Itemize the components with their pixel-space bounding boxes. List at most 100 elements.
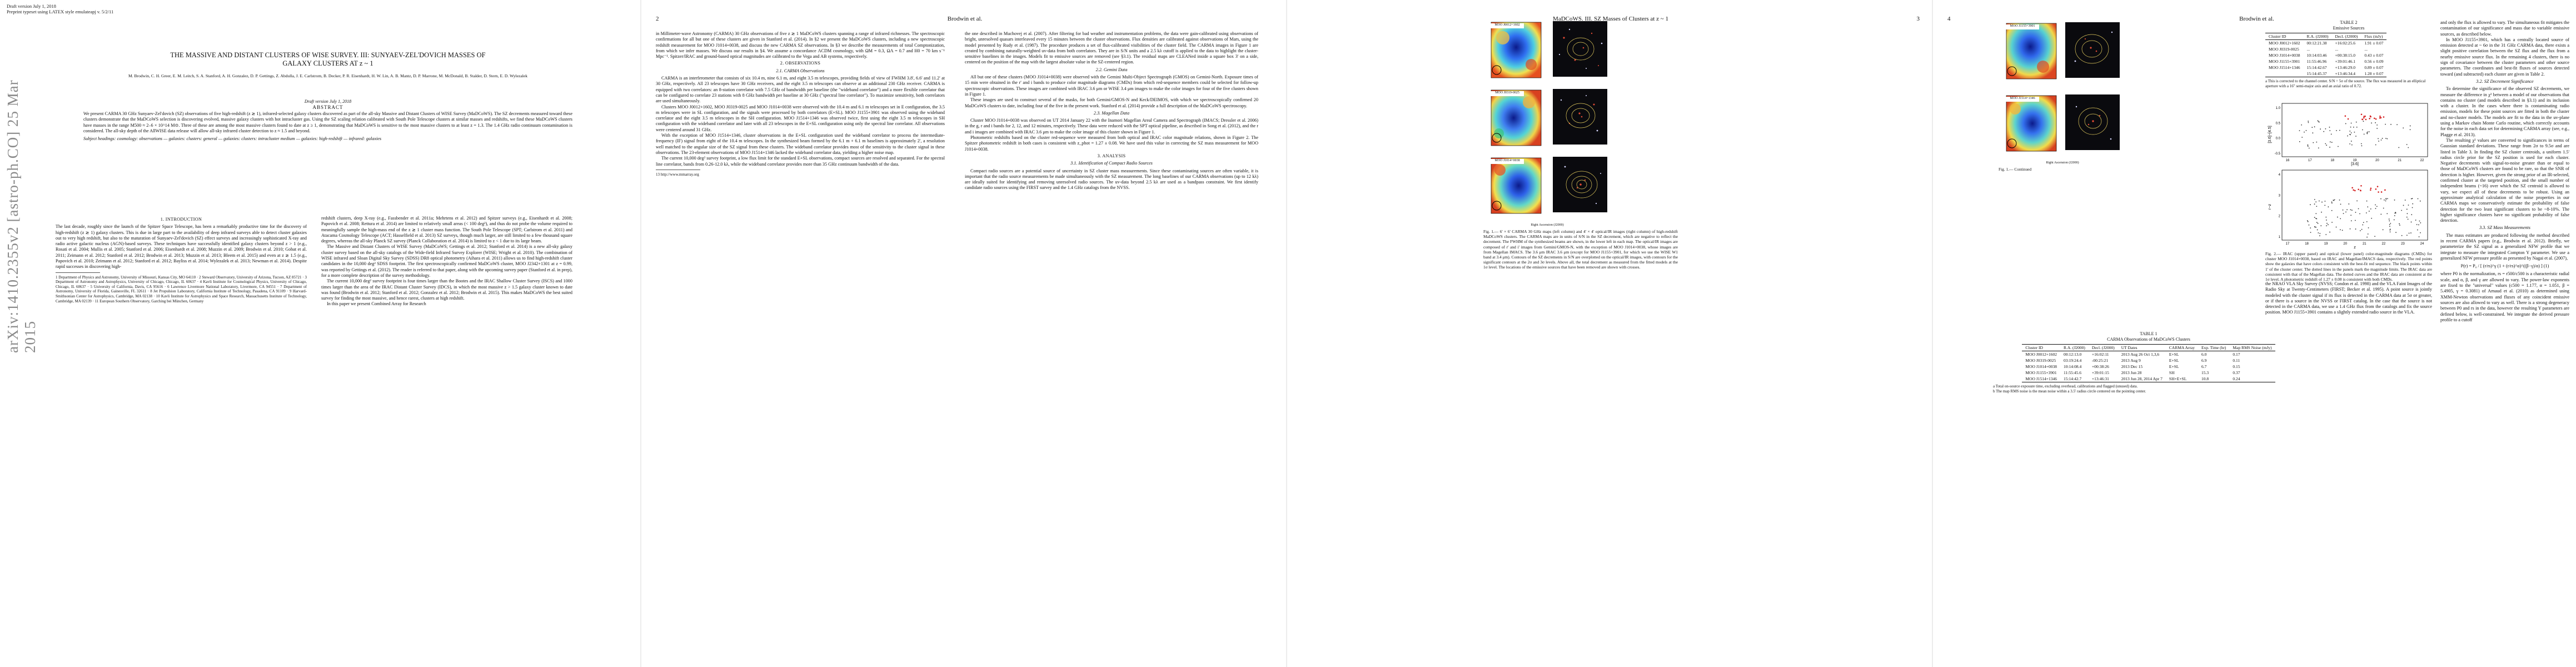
table-cell: +16:02:11 — [2091, 352, 2109, 357]
cmd-point — [2301, 124, 2303, 126]
optical-ir-image — [2065, 94, 2120, 150]
cmd-point — [2334, 199, 2335, 201]
cmd-point — [2347, 135, 2348, 137]
body-paragraph: These images are used to construct sever… — [965, 97, 1258, 108]
cmd-point — [2376, 124, 2378, 126]
page2-left-column: in Millimeter-wave Astronomy (CARMA) 30 … — [656, 31, 945, 177]
table-cell: MOO J1155+3901 — [2269, 59, 2300, 64]
cluster-label: MOO J0319-0025 — [1491, 91, 1524, 96]
cmd-point — [2318, 232, 2319, 233]
cmd-point — [2331, 222, 2333, 223]
table-row: MOO J0012+1602 00:12:13.0 +16:02:11 2013 Au… — [2022, 351, 2275, 358]
arxiv-stamp: arXiv:1410.2355v2 [astro-ph.CO] 25 Mar 2… — [4, 79, 38, 353]
paper-title: THE MASSIVE AND DISTANT CLUSTERS OF WISE… — [56, 51, 600, 68]
page1-left-column: 1. INTRODUCTION The last decade, roughly… — [56, 216, 307, 303]
intro-heading: 1. INTRODUCTION — [160, 217, 202, 222]
cmd-point — [2349, 143, 2351, 145]
cmd-point — [2310, 232, 2311, 233]
cmd-point — [2366, 236, 2368, 238]
table-cell: +13:46:29.0 — [2335, 65, 2356, 70]
body-paragraph: All but one of these clusters (MOO J1014… — [965, 74, 1258, 97]
cluster-label: MOO J1514+1346 — [2006, 97, 2039, 102]
table-cell: +39:01:15 — [2091, 370, 2109, 375]
cmd-point — [2340, 203, 2341, 205]
table-cell: MOO J1514+1346 — [2269, 65, 2300, 70]
body-paragraph: Compact radio sources are a potential so… — [965, 168, 1258, 191]
red-sequence-point — [2351, 187, 2353, 189]
intro-paragraph: The last decade, roughly since the launc… — [56, 224, 307, 270]
red-sequence-point — [2379, 117, 2381, 119]
table-note: b The map RMS noise is the mean noise wi… — [1993, 389, 2146, 394]
footnote: 13 http://www.mmarray.org — [656, 172, 699, 177]
subsection-heading: 3.1. Identification of Compact Radio Sou… — [1070, 161, 1153, 166]
table-cell: 00:12:21.38 — [2306, 41, 2327, 46]
x-tick-label: 22 — [2420, 159, 2424, 162]
page-number: 3 — [1916, 16, 1920, 22]
table-cell: MOO J0319-0025 — [2025, 358, 2056, 363]
cmd-point — [2329, 146, 2330, 148]
x-tick-label: 19 — [2324, 242, 2328, 246]
cmd-point — [2396, 124, 2398, 126]
body-paragraph: The current 10,000 deg² survey footprint… — [656, 156, 945, 167]
table-cell: E+SL — [2169, 364, 2179, 369]
cmd-point — [2318, 147, 2319, 149]
cluster-label: MOO J1155+3901 — [2006, 24, 2039, 29]
body-paragraph: The mass estimates are produced followin… — [2440, 232, 2569, 261]
cmd-point — [2314, 203, 2315, 205]
page-divider — [640, 0, 641, 667]
cluster-label: MOO J0012+1602 — [1491, 23, 1524, 28]
cmd-point — [2308, 122, 2309, 123]
cmd-point — [2321, 211, 2322, 213]
cmd-point — [2368, 227, 2369, 228]
red-sequence-point — [2369, 115, 2371, 117]
page1-right-column: redshift clusters, deep X-ray (e.g., Fas… — [321, 216, 572, 307]
cmd-point — [2420, 222, 2421, 223]
paper-page-3: MaDCoWS. III. SZ Masses of Clusters at z… — [1292, 0, 1930, 667]
table-cell: 2013 Dec 15 — [2121, 364, 2143, 369]
optical-ir-image — [1553, 157, 1607, 212]
red-sequence-point — [2375, 118, 2377, 120]
cmd-point — [2325, 216, 2327, 218]
cmd-point — [2375, 122, 2376, 123]
table-cell: 6.7 — [2201, 364, 2207, 369]
intro-paragraph: In this paper we present Combined Array … — [327, 301, 426, 307]
x-axis-label: [3.6] — [2351, 162, 2359, 166]
y-tick-label: 1 — [2279, 236, 2281, 239]
cmd-point — [2299, 130, 2300, 131]
table-cell: 10.8 — [2201, 376, 2209, 381]
subsection-heading: 2.2. Gemini Data — [1095, 67, 1128, 72]
cmd-point — [2308, 224, 2310, 226]
cmd-point — [2307, 145, 2309, 146]
cmd-point — [2406, 235, 2408, 236]
red-sequence-point — [2384, 189, 2386, 191]
red-sequence-point — [2360, 113, 2363, 116]
table-cell: 2013 Aug 9 — [2121, 358, 2141, 363]
cmd-point — [2311, 127, 2313, 128]
table-cell: 03:19:24.4 — [2063, 358, 2082, 363]
table-cell: 0.56 ± 0.09 — [2364, 59, 2384, 64]
abstract: We present CARMA 30 GHz Sunyaev-Zel'dovi… — [83, 111, 572, 142]
carma-sz-map — [1483, 21, 1543, 87]
cmd-point — [2359, 230, 2361, 231]
cmd-point — [2329, 141, 2331, 143]
cmd-point — [2386, 138, 2388, 140]
cmd-point — [2350, 215, 2352, 216]
cmd-point — [2354, 220, 2356, 221]
cmd-point — [2411, 198, 2413, 200]
x-tick-label: 17 — [2308, 159, 2312, 162]
cmd-point — [2399, 223, 2400, 225]
cmd-point — [2321, 201, 2323, 203]
cmd-point — [2407, 218, 2409, 220]
red-sequence-point — [2344, 115, 2346, 117]
figure-1-caption: Fig. 1.— 6' × 6' CARMA 30 GHz maps (left… — [1483, 229, 1678, 270]
equation-1: P(r) = P₀ / [ (r/rs)^γ (1 + (r/rs)^α)^((… — [2460, 263, 2549, 269]
cmd-point — [2371, 122, 2372, 124]
table-cell: MOO J1014+0038 — [2025, 364, 2057, 369]
red-sequence-point — [2364, 115, 2366, 117]
fig2-irac-cmd: [3.6]−[4.5] [3.6] 16 17 18 19 20 21 22 1.0 0.5 0.… — [2265, 100, 2432, 167]
table-cell: 15:14:45.37 — [2306, 71, 2327, 76]
cmd-point — [2355, 212, 2356, 213]
cmd-point — [2306, 220, 2308, 221]
cmd-point — [2360, 143, 2362, 145]
author-list: M. Brodwin, C. H. Greer, E. M. Leitch, S… — [128, 73, 528, 78]
